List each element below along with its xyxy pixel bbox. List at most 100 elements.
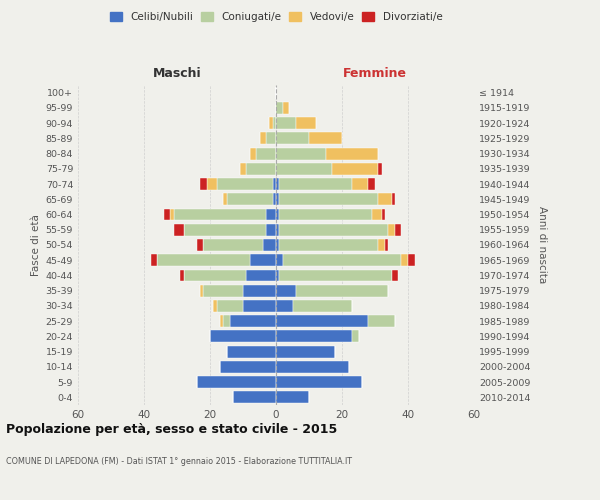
Y-axis label: Anni di nascita: Anni di nascita bbox=[537, 206, 547, 284]
Bar bbox=[296, 117, 316, 129]
Bar bbox=[372, 208, 382, 220]
Bar bbox=[283, 254, 401, 266]
Bar bbox=[276, 315, 368, 327]
Bar bbox=[164, 208, 170, 220]
Bar bbox=[276, 300, 293, 312]
Bar bbox=[379, 194, 392, 205]
Bar bbox=[247, 270, 276, 281]
Bar bbox=[280, 194, 379, 205]
Bar bbox=[276, 330, 352, 342]
Bar bbox=[170, 208, 174, 220]
Bar bbox=[217, 300, 243, 312]
Bar bbox=[325, 148, 379, 160]
Bar bbox=[200, 285, 203, 296]
Bar bbox=[280, 270, 392, 281]
Bar bbox=[250, 254, 276, 266]
Bar bbox=[227, 194, 272, 205]
Bar bbox=[260, 132, 266, 144]
Bar bbox=[280, 239, 379, 251]
Bar bbox=[276, 194, 280, 205]
Bar bbox=[408, 254, 415, 266]
Bar bbox=[272, 117, 276, 129]
Text: COMUNE DI LAPEDONA (FM) - Dati ISTAT 1° gennaio 2015 - Elaborazione TUTTITALIA.I: COMUNE DI LAPEDONA (FM) - Dati ISTAT 1° … bbox=[6, 458, 352, 466]
Bar bbox=[332, 163, 379, 175]
Bar bbox=[401, 254, 408, 266]
Y-axis label: Fasce di età: Fasce di età bbox=[31, 214, 41, 276]
Bar bbox=[266, 208, 276, 220]
Bar bbox=[203, 239, 263, 251]
Bar bbox=[240, 163, 247, 175]
Bar bbox=[283, 102, 289, 114]
Bar bbox=[382, 208, 385, 220]
Bar bbox=[280, 208, 372, 220]
Bar bbox=[269, 117, 272, 129]
Bar bbox=[230, 315, 276, 327]
Bar bbox=[276, 285, 296, 296]
Bar bbox=[243, 285, 276, 296]
Bar bbox=[220, 361, 276, 373]
Bar bbox=[233, 392, 276, 404]
Bar bbox=[266, 132, 276, 144]
Bar bbox=[368, 178, 375, 190]
Bar bbox=[379, 239, 385, 251]
Bar bbox=[280, 178, 352, 190]
Bar bbox=[276, 239, 280, 251]
Bar bbox=[276, 163, 332, 175]
Bar bbox=[174, 224, 184, 235]
Bar bbox=[210, 330, 276, 342]
Bar bbox=[276, 392, 309, 404]
Bar bbox=[276, 376, 362, 388]
Bar bbox=[276, 208, 280, 220]
Bar bbox=[220, 315, 223, 327]
Bar bbox=[280, 224, 388, 235]
Bar bbox=[247, 163, 276, 175]
Bar bbox=[276, 102, 283, 114]
Bar bbox=[276, 148, 325, 160]
Bar bbox=[392, 270, 398, 281]
Bar bbox=[276, 117, 296, 129]
Bar bbox=[203, 285, 243, 296]
Bar bbox=[276, 132, 309, 144]
Bar bbox=[181, 270, 184, 281]
Bar bbox=[352, 330, 359, 342]
Bar bbox=[368, 315, 395, 327]
Text: Popolazione per età, sesso e stato civile - 2015: Popolazione per età, sesso e stato civil… bbox=[6, 422, 337, 436]
Bar bbox=[379, 163, 382, 175]
Bar bbox=[184, 270, 247, 281]
Bar bbox=[296, 285, 388, 296]
Bar bbox=[227, 346, 276, 358]
Bar bbox=[206, 178, 217, 190]
Bar bbox=[276, 178, 280, 190]
Bar bbox=[256, 148, 276, 160]
Bar bbox=[276, 224, 280, 235]
Bar bbox=[276, 361, 349, 373]
Bar bbox=[184, 224, 266, 235]
Bar bbox=[272, 178, 276, 190]
Bar bbox=[293, 300, 352, 312]
Bar bbox=[157, 254, 250, 266]
Bar bbox=[352, 178, 368, 190]
Bar bbox=[272, 194, 276, 205]
Bar bbox=[395, 224, 401, 235]
Text: Maschi: Maschi bbox=[152, 67, 202, 80]
Bar bbox=[276, 346, 335, 358]
Bar bbox=[266, 224, 276, 235]
Bar bbox=[388, 224, 395, 235]
Bar bbox=[392, 194, 395, 205]
Bar bbox=[250, 148, 256, 160]
Bar bbox=[197, 376, 276, 388]
Bar bbox=[276, 270, 280, 281]
Bar bbox=[217, 178, 272, 190]
Bar bbox=[214, 300, 217, 312]
Bar bbox=[385, 239, 388, 251]
Bar bbox=[197, 239, 203, 251]
Bar bbox=[276, 254, 283, 266]
Bar bbox=[309, 132, 342, 144]
Bar bbox=[200, 178, 206, 190]
Bar bbox=[223, 194, 227, 205]
Text: Femmine: Femmine bbox=[343, 67, 407, 80]
Bar bbox=[151, 254, 157, 266]
Bar bbox=[243, 300, 276, 312]
Legend: Celibi/Nubili, Coniugati/e, Vedovi/e, Divorziati/e: Celibi/Nubili, Coniugati/e, Vedovi/e, Di… bbox=[106, 8, 446, 26]
Bar bbox=[174, 208, 266, 220]
